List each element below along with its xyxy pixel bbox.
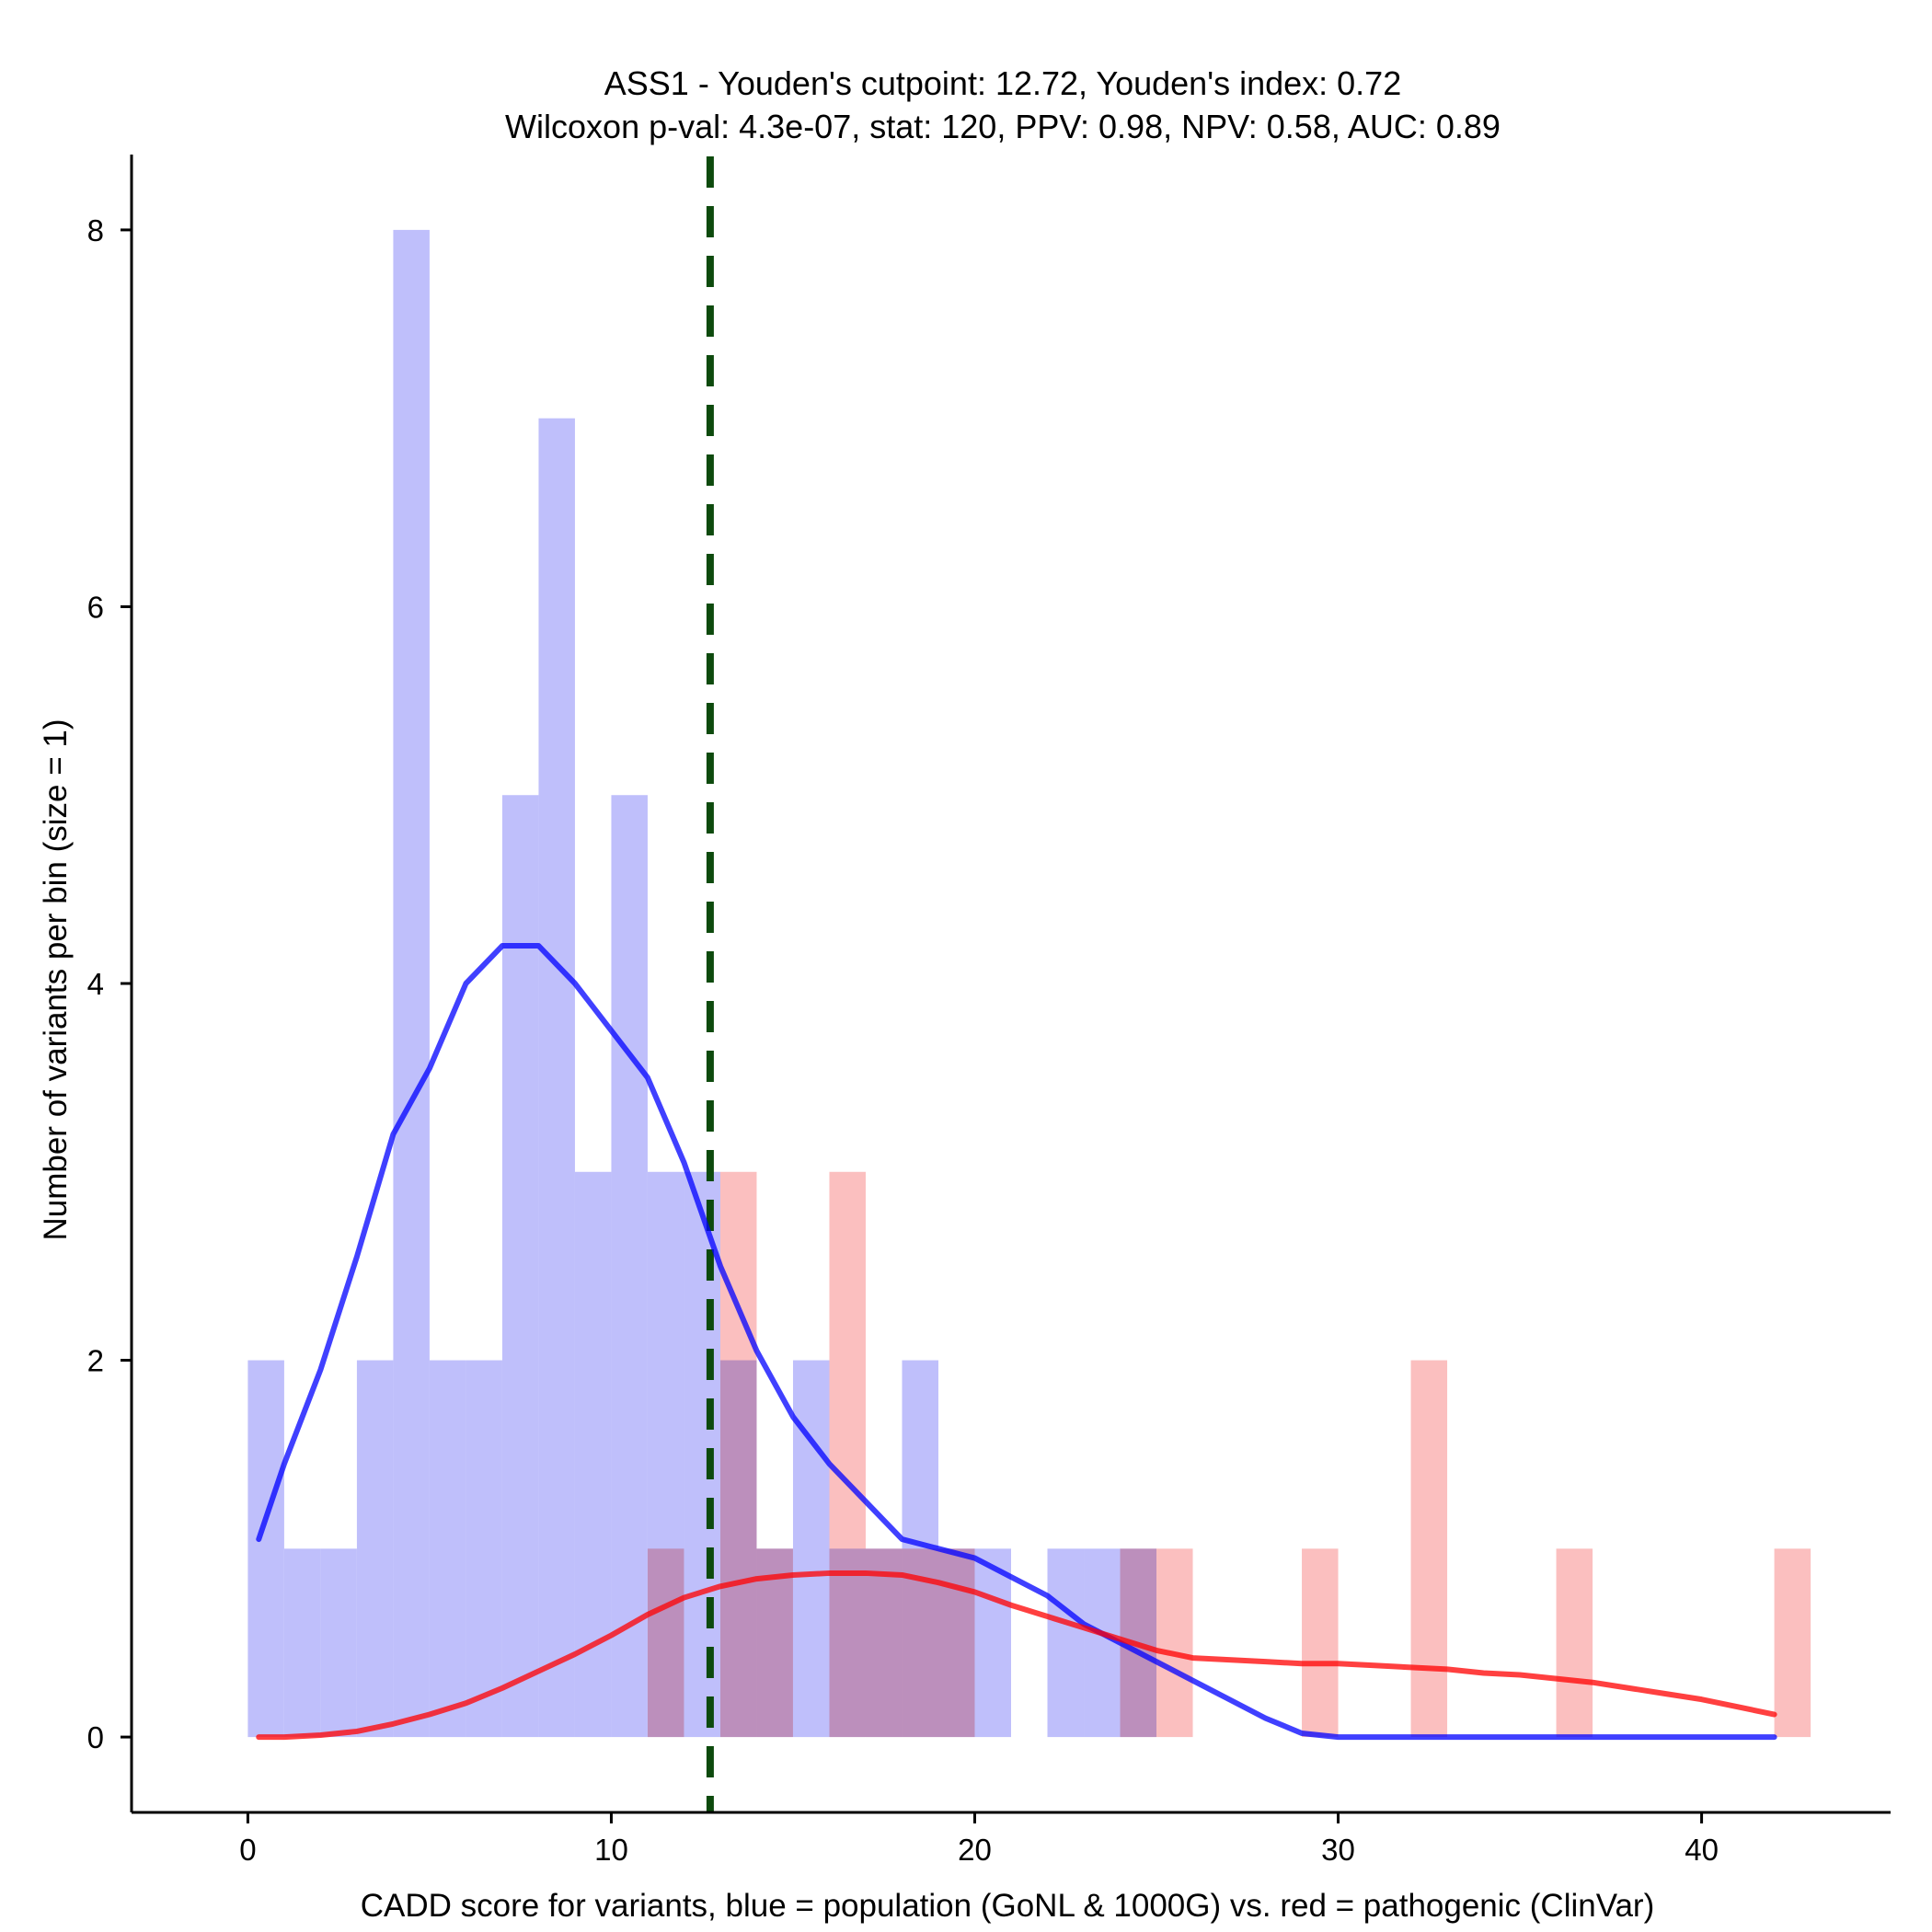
- pathogenic-bars: [647, 1171, 1811, 1738]
- y-axis-label: Number of variants per bin (size = 1): [38, 719, 74, 1240]
- pathogenic-bar: [1156, 1548, 1193, 1738]
- population-bar: [466, 1360, 502, 1738]
- pathogenic-bar: [1302, 1548, 1339, 1738]
- population-bar: [247, 1360, 284, 1738]
- population-bar: [538, 418, 575, 1738]
- population-bar: [393, 229, 430, 1738]
- pathogenic-bar: [647, 1548, 684, 1738]
- population-bars: [247, 229, 1157, 1738]
- population-bar: [1047, 1548, 1084, 1738]
- x-axis-label: CADD score for variants, blue = populati…: [361, 1888, 1655, 1924]
- population-bar: [1084, 1548, 1121, 1738]
- population-bar: [974, 1548, 1011, 1738]
- population-bar: [320, 1548, 357, 1738]
- pathogenic-bar: [719, 1171, 757, 1738]
- pathogenic-bar: [829, 1171, 866, 1738]
- y-tick-label: 2: [87, 1344, 104, 1378]
- y-tick-label: 6: [87, 590, 104, 624]
- population-bar: [792, 1360, 830, 1738]
- y-tick-label: 8: [87, 213, 104, 247]
- y-tick-label: 4: [87, 967, 104, 1001]
- pathogenic-bar: [865, 1548, 903, 1738]
- pathogenic-bar: [1774, 1548, 1811, 1738]
- density-lines: [256, 943, 1777, 1741]
- pathogenic-density-line: [256, 1570, 1777, 1741]
- population-bar: [356, 1360, 394, 1738]
- x-tick-label: 40: [1685, 1833, 1719, 1867]
- pathogenic-bar: [937, 1548, 975, 1738]
- population-bar: [611, 795, 648, 1738]
- x-tick-label: 0: [239, 1833, 256, 1867]
- x-tick-label: 20: [958, 1833, 992, 1867]
- population-bar: [684, 1171, 720, 1738]
- population-bar: [429, 1360, 466, 1738]
- population-bar: [501, 795, 539, 1738]
- x-tick-label: 30: [1321, 1833, 1355, 1867]
- chart-title-line2: Wilcoxon p-val: 4.3e-07, stat: 120, PPV:…: [505, 108, 1501, 145]
- pathogenic-bar: [1410, 1360, 1448, 1738]
- y-tick-label: 0: [87, 1720, 104, 1754]
- population-density-line: [256, 943, 1777, 1741]
- axes: 0 10 20 30 40 0 2 4 6 8: [87, 155, 1891, 1867]
- population-bar: [283, 1548, 321, 1738]
- pathogenic-bar: [1556, 1548, 1593, 1738]
- chart-title-line1: ASS1 - Youden's cutpoint: 12.72, Youden'…: [604, 64, 1401, 102]
- x-tick-label: 10: [594, 1833, 628, 1867]
